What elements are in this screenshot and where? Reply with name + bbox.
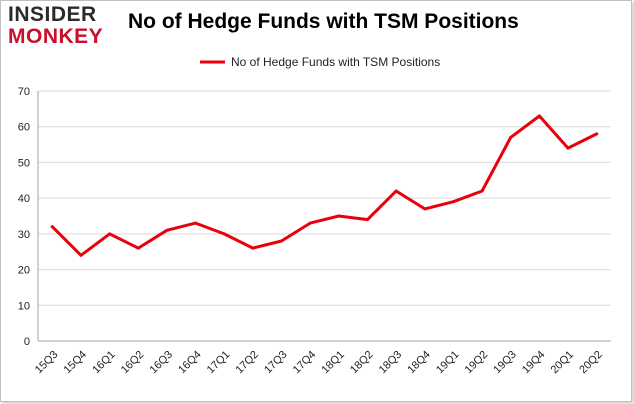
data-point-20Q1 (566, 146, 570, 150)
x-tick-label-19Q2: 19Q2 (463, 349, 491, 377)
x-tick-label-19Q1: 19Q1 (434, 349, 462, 377)
data-point-18Q1 (337, 214, 341, 218)
y-tick-label-50: 50 (18, 157, 30, 169)
series-line-0 (50, 114, 599, 257)
x-tick-label-17Q2: 17Q2 (233, 349, 261, 377)
data-point-19Q2 (480, 189, 484, 193)
x-tick-label-18Q3: 18Q3 (377, 349, 405, 377)
x-tick-label-19Q4: 19Q4 (520, 349, 548, 377)
x-tick-label-16Q1: 16Q1 (90, 349, 118, 377)
x-tick-label-17Q4: 17Q4 (291, 349, 319, 377)
x-tick-label-18Q1: 18Q1 (319, 349, 347, 377)
data-point-17Q3 (280, 239, 284, 243)
x-tick-label-19Q3: 19Q3 (491, 349, 519, 377)
y-tick-label-0: 0 (24, 336, 30, 348)
data-point-19Q4 (537, 114, 541, 118)
data-point-19Q1 (451, 200, 455, 204)
x-tick-label-17Q1: 17Q1 (205, 349, 233, 377)
data-point-17Q2 (251, 246, 255, 250)
data-point-16Q1 (108, 232, 112, 236)
y-tick-label-10: 10 (18, 300, 30, 312)
data-point-19Q3 (509, 135, 513, 139)
logo-line-1: INSIDER (8, 3, 97, 26)
x-tick-label-15Q4: 15Q4 (62, 349, 90, 377)
data-point-20Q2 (595, 132, 599, 136)
data-point-16Q4 (194, 221, 198, 225)
chart-title: No of Hedge Funds with TSM Positions (128, 10, 519, 33)
data-point-18Q2 (365, 218, 369, 222)
y-tick-label-40: 40 (18, 193, 30, 205)
data-point-18Q3 (394, 189, 398, 193)
data-point-17Q1 (222, 232, 226, 236)
logo-line-2: MONKEY (8, 25, 104, 48)
data-point-15Q3 (50, 225, 54, 229)
data-point-16Q2 (136, 246, 140, 250)
data-point-16Q3 (165, 228, 169, 232)
insider-monkey-logo: INSIDER MONKEY (8, 4, 118, 54)
y-tick-label-60: 60 (18, 122, 30, 134)
data-point-18Q4 (423, 207, 427, 211)
y-tick-label-20: 20 (18, 265, 30, 277)
x-tick-label-20Q1: 20Q1 (549, 349, 577, 377)
x-tick-label-15Q3: 15Q3 (33, 349, 61, 377)
x-tick-label-16Q3: 16Q3 (148, 349, 176, 377)
y-tick-label-70: 70 (18, 86, 30, 98)
x-tick-label-17Q3: 17Q3 (262, 349, 290, 377)
legend-label: No of Hedge Funds with TSM Positions (231, 55, 440, 69)
x-tick-label-18Q2: 18Q2 (348, 349, 376, 377)
x-tick-label-16Q4: 16Q4 (176, 349, 204, 377)
x-tick-label-18Q4: 18Q4 (405, 349, 433, 377)
x-tick-label-20Q2: 20Q2 (577, 349, 605, 377)
data-point-15Q4 (79, 253, 83, 257)
y-tick-label-30: 30 (18, 229, 30, 241)
data-point-17Q4 (308, 221, 312, 225)
x-tick-label-16Q2: 16Q2 (119, 349, 147, 377)
